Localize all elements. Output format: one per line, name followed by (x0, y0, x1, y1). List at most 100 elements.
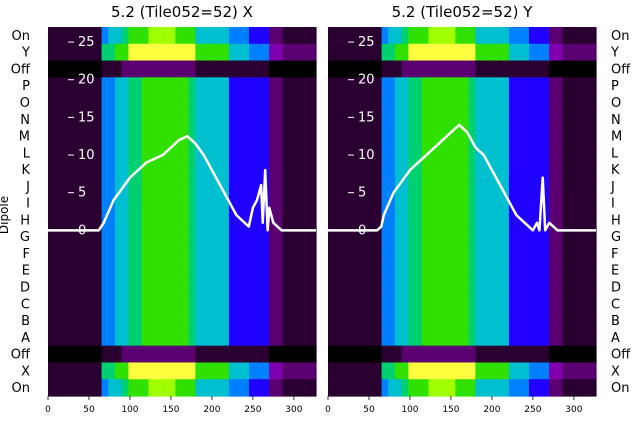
heatmap-cell (348, 261, 356, 280)
heatmap-cell (448, 27, 456, 45)
heatmap-cell (235, 278, 243, 296)
heatmap-cell (475, 228, 483, 246)
heatmap-cell (161, 278, 170, 296)
heatmap-cell (462, 261, 470, 280)
heatmap-cell (401, 77, 409, 95)
heatmap-cell (374, 127, 383, 146)
heatmap-cell (208, 194, 217, 213)
heatmap-cell (368, 312, 376, 330)
heatmap-cell (289, 77, 297, 95)
heatmap-cell (569, 228, 577, 246)
heatmap-cell (368, 43, 376, 62)
heatmap-cell (468, 278, 476, 296)
heatmap-cell (428, 177, 436, 196)
heatmap-cell (255, 278, 263, 296)
heatmap-cell (48, 261, 56, 280)
heatmap-cell (515, 194, 523, 213)
heatmap-cell (455, 228, 463, 246)
heatmap-cell (529, 127, 537, 146)
heatmap-cell (354, 177, 363, 196)
heatmap-cell (549, 362, 557, 380)
heatmap-cell (502, 144, 510, 162)
heatmap-cell (135, 261, 143, 280)
heatmap-cell (488, 362, 497, 380)
heatmap-cell (441, 261, 450, 280)
heatmap-cell (88, 312, 96, 330)
heatmap-cell (81, 312, 89, 330)
heatmap-cell (421, 312, 430, 330)
heatmap-cell (135, 144, 143, 162)
heatmap-cell (74, 43, 83, 62)
heatmap-cell (555, 94, 564, 112)
heatmap-cell (195, 345, 203, 364)
heatmap-cell (462, 161, 470, 179)
heatmap-cell (202, 60, 210, 78)
heatmap-cell (269, 312, 277, 330)
heatmap-cell (462, 94, 470, 112)
heatmap-cell (309, 177, 317, 196)
heatmap-cell (482, 345, 490, 364)
heatmap-cell (141, 362, 150, 380)
heatmap-cell (354, 43, 363, 62)
heatmap-cell (222, 161, 230, 179)
heatmap-cell (195, 379, 203, 397)
heatmap-cell (269, 295, 277, 313)
heatmap-cell (448, 295, 456, 313)
heatmap-cell (228, 43, 237, 62)
heatmap-cell (435, 43, 443, 62)
heatmap-cell (542, 194, 550, 213)
overlay-y-tick-label: 10 (78, 148, 95, 163)
x-tick-label: 200 (483, 405, 500, 415)
heatmap-cell (562, 27, 570, 45)
heatmap-cell (54, 312, 62, 330)
heatmap-cell (381, 77, 389, 95)
heatmap-cell (502, 328, 510, 347)
heatmap-cell (115, 161, 123, 179)
heatmap-cell (428, 228, 436, 246)
heatmap-cell (141, 94, 150, 112)
heatmap-cell (368, 144, 376, 162)
heatmap-cell (535, 379, 543, 397)
heatmap-cell (121, 27, 129, 45)
heatmap-cell (255, 194, 263, 213)
heatmap-cell (388, 94, 396, 112)
heatmap-cell (502, 228, 510, 246)
heatmap-cell (542, 312, 550, 330)
heatmap-cell (275, 194, 284, 213)
heatmap-cell (182, 379, 190, 397)
heatmap-cell (535, 144, 543, 162)
heatmap-cell (175, 362, 183, 380)
heatmap-cell (168, 379, 176, 397)
heatmap-cell (334, 328, 342, 347)
heatmap-cell (428, 295, 436, 313)
heatmap-cell (182, 328, 190, 347)
heatmap-cell (381, 161, 389, 179)
heatmap-cell (401, 94, 409, 112)
heatmap-cell (309, 379, 317, 397)
heatmap-cell (522, 110, 530, 129)
heatmap-cell (515, 27, 523, 45)
heatmap-cell (155, 110, 163, 129)
heatmap-cell (428, 345, 436, 364)
heatmap-cell (188, 127, 196, 146)
heatmap-cell (341, 127, 349, 146)
heatmap-cell (401, 27, 409, 45)
heatmap-cell (168, 261, 176, 280)
heatmap-cell (222, 127, 230, 146)
heatmap-cell (215, 94, 223, 112)
heatmap-cell (569, 362, 577, 380)
heatmap-cell (428, 362, 436, 380)
heatmap-cell (341, 43, 349, 62)
heatmap-cell (94, 362, 103, 380)
heatmap-cell (421, 43, 430, 62)
heatmap-cell (175, 278, 183, 296)
heatmap-cell (502, 161, 510, 179)
heatmap-cell (495, 127, 503, 146)
heatmap-cell (309, 161, 317, 179)
heatmap-cell (282, 127, 290, 146)
x-tick-label: 100 (121, 405, 138, 415)
heatmap-cell (334, 245, 342, 263)
heatmap-cell (228, 328, 237, 347)
heatmap-cell (188, 312, 196, 330)
heatmap-cell (468, 261, 476, 280)
